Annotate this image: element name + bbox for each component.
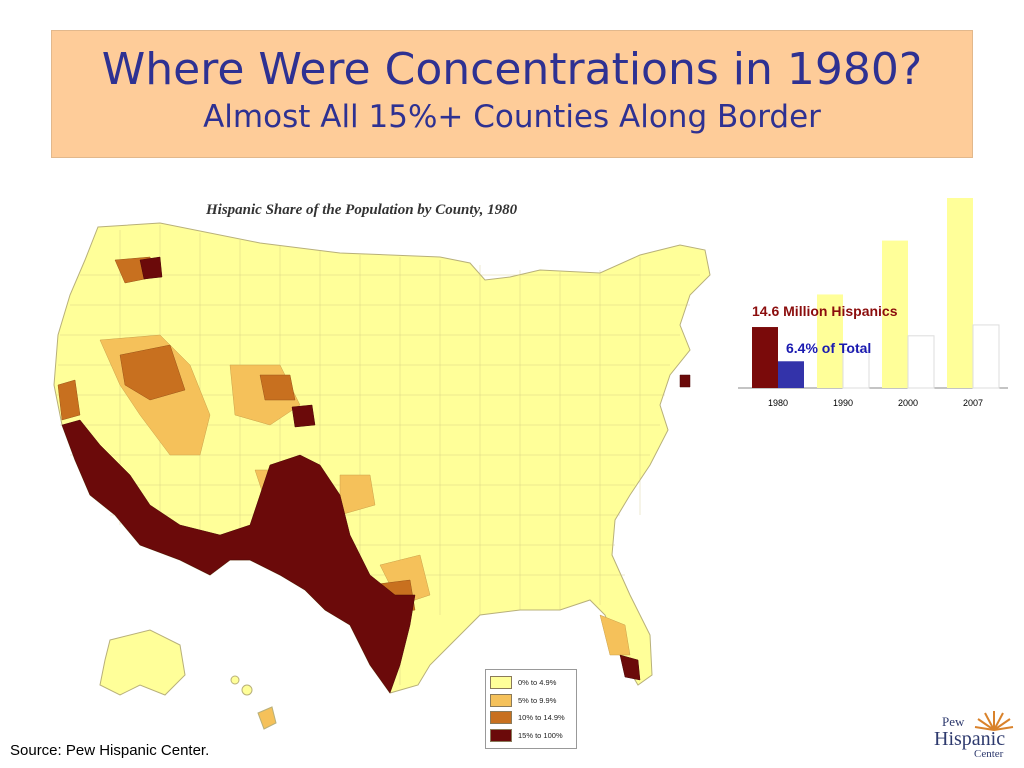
legend-item: 15% to 100% <box>490 727 576 745</box>
logo-line2: Hispanic <box>934 728 1006 750</box>
bar-1990-series0 <box>817 294 843 388</box>
bar-2007-series1 <box>972 324 1000 389</box>
legend-swatch <box>490 676 512 690</box>
us-county-map <box>53 222 711 730</box>
legend-swatch <box>490 693 512 707</box>
hispanic-count-annotation: 14.6 Million Hispanics <box>752 303 898 319</box>
legend-label: 5% to 9.9% <box>518 695 557 705</box>
share-of-total-annotation: 6.4% of Total <box>786 340 872 356</box>
share-15-plus-regions <box>61 256 691 694</box>
bar-1980-series0 <box>752 327 778 388</box>
bar-2000-series1 <box>907 335 935 389</box>
bar-2007-series0 <box>947 198 973 388</box>
legend-swatch <box>490 711 512 725</box>
legend-label: 0% to 4.9% <box>518 678 557 688</box>
slide-title: Where Were Concentrations in 1980? <box>101 44 923 95</box>
sunburst-icon <box>974 711 1014 731</box>
title-banner: Where Were Concentrations in 1980? Almos… <box>51 30 973 158</box>
x-tick-label: 1980 <box>768 398 788 408</box>
legend-label: 10% to 14.9% <box>518 713 565 723</box>
hispanic-population-bar-chart: 1980 1990 2000 2007 <box>738 198 1008 408</box>
legend-item: 5% to 9.9% <box>490 692 576 710</box>
x-tick-label: 2000 <box>898 398 918 408</box>
slide-subtitle: Almost All 15%+ Counties Along Border <box>203 99 821 135</box>
x-tick-label: 1990 <box>833 398 853 408</box>
map-legend: 0% to 4.9% 5% to 9.9% 10% to 14.9% 15% t… <box>485 669 577 749</box>
pew-hispanic-logo: Pew Hispanic Center <box>930 708 1020 764</box>
x-tick-label: 2007 <box>963 398 983 408</box>
bar-1990-series1 <box>842 349 870 389</box>
map-title: Hispanic Share of the Population by Coun… <box>206 202 518 218</box>
bar-2000-series0 <box>882 240 908 388</box>
hawaii-shape <box>230 675 277 730</box>
alaska-shape <box>99 629 186 696</box>
source-note: Source: Pew Hispanic Center. <box>10 742 210 759</box>
legend-item: 0% to 4.9% <box>490 674 576 692</box>
legend-swatch <box>490 728 512 742</box>
legend-label: 15% to 100% <box>518 730 563 740</box>
logo-line1: Pew <box>942 714 965 729</box>
legend-item: 10% to 14.9% <box>490 709 576 727</box>
logo-line3: Center <box>974 748 1004 760</box>
bar-1980-series1 <box>778 361 804 388</box>
